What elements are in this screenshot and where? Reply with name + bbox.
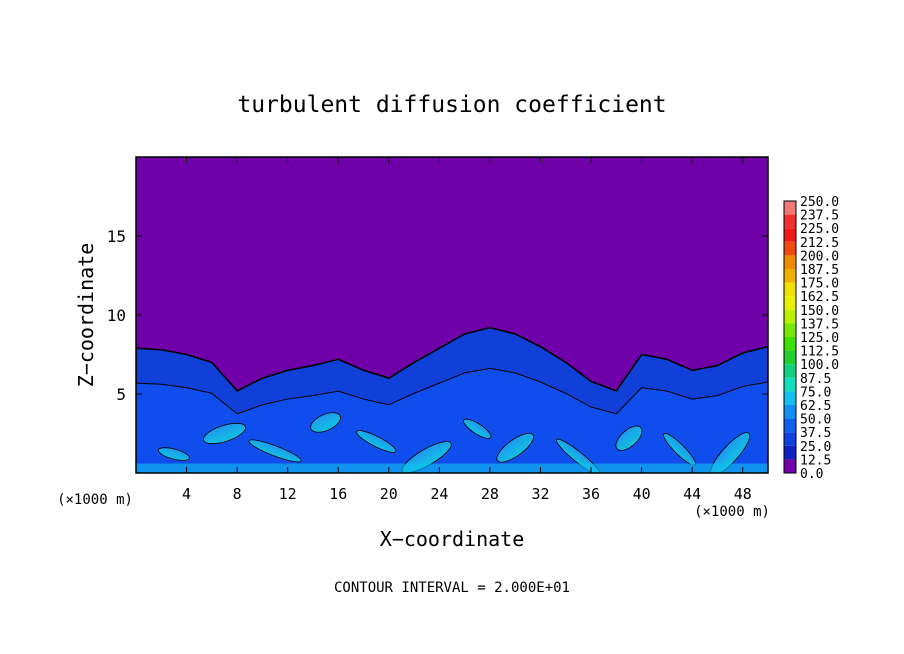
- contour-band: [136, 367, 768, 473]
- colorbar-level-label: 50.0: [800, 413, 831, 428]
- eddy-streak: [248, 439, 302, 463]
- x-axis: 4 8 12 16 20 24 28 32 36 40 44 48: [182, 157, 752, 503]
- y-tick-label: 5: [116, 385, 126, 404]
- colorbar-level-label: 25.0: [800, 440, 831, 455]
- colorbar-swatch: [784, 241, 796, 256]
- colorbar-swatch: [784, 228, 796, 242]
- colorbar-swatch: [784, 255, 796, 269]
- colorbar-level-label: 237.5: [800, 209, 839, 224]
- x-unit-right: (×1000 m): [694, 504, 770, 520]
- colorbar-level-label: 75.0: [800, 385, 831, 400]
- colorbar-level-label: 162.5: [800, 290, 839, 305]
- eddy-streak: [203, 422, 246, 445]
- y-tick-label: 10: [107, 306, 126, 325]
- colorbar-swatch: [784, 282, 796, 297]
- colorbar-level-label: 212.5: [800, 236, 839, 251]
- x-tick-label: 16: [329, 485, 347, 503]
- colorbar-level-label: 87.5: [800, 372, 831, 387]
- x-tick-label: 44: [683, 485, 701, 503]
- x-tick-label: 48: [734, 485, 752, 503]
- colorbar-swatch: [784, 405, 796, 419]
- colorbar-swatch: [784, 296, 796, 310]
- colorbar-swatch: [784, 323, 796, 337]
- colorbar-level-label: 125.0: [800, 331, 839, 346]
- colorbar-level-label: 187.5: [800, 263, 839, 278]
- eddy-streak: [615, 425, 643, 451]
- x-axis-label: X−coordinate: [380, 527, 525, 551]
- x-tick-label: 8: [233, 485, 242, 503]
- x-tick-label: 12: [279, 485, 297, 503]
- colorbar-frame: [783, 200, 797, 474]
- colorbar-level-label: 100.0: [800, 358, 839, 373]
- colorbar-level-label: 150.0: [800, 304, 839, 319]
- colorbar-level-label: 0.0: [800, 467, 823, 482]
- x-tick-label: 20: [380, 485, 398, 503]
- eddy-streak: [496, 432, 535, 463]
- eddy-streak: [463, 418, 492, 439]
- eddy-streak: [356, 430, 397, 453]
- colorbar-level-label: 62.5: [800, 399, 831, 414]
- x-tick-label: 24: [430, 485, 448, 503]
- y-axis-label: Z−coordinate: [74, 243, 98, 388]
- colorbar-swatch: [784, 418, 796, 433]
- colorbar-swatch: [784, 377, 796, 392]
- x-tick-label: 4: [182, 485, 191, 503]
- colorbar-swatch: [784, 337, 796, 351]
- colorbar-level-label: 175.0: [800, 277, 839, 292]
- colorbar-level-label: 112.5: [800, 345, 839, 360]
- colorbar-level-label: 12.5: [800, 453, 831, 468]
- colorbar-swatch: [784, 201, 796, 215]
- colorbar-swatch: [784, 214, 796, 229]
- turbulent-field: [136, 326, 768, 473]
- surface-band: [136, 463, 768, 473]
- colorbar-swatch: [784, 269, 796, 283]
- y-axis: 5 10 15: [107, 227, 768, 404]
- eddy-streak: [158, 447, 190, 461]
- colorbar-swatch: [784, 309, 796, 324]
- colorbar-level-label: 225.0: [800, 222, 839, 237]
- colorbar-level-label: 137.5: [800, 317, 839, 332]
- colorbar-swatch: [784, 391, 796, 405]
- colorbar-swatch-base: [784, 459, 796, 473]
- contour-interval-note: CONTOUR INTERVAL = 2.000E+01: [334, 580, 570, 596]
- chart-title: turbulent diffusion coefficient: [237, 92, 666, 118]
- colorbar-swatch: [784, 445, 796, 460]
- colorbar-level-label: 250.0: [800, 195, 839, 210]
- colorbar-level-label: 37.5: [800, 426, 831, 441]
- colorbar-swatch: [784, 432, 796, 446]
- x-tick-label: 36: [582, 485, 600, 503]
- x-tick-label: 32: [531, 485, 549, 503]
- plot-area: [136, 157, 768, 473]
- eddy-streak: [310, 412, 341, 433]
- x-tick-label: 28: [481, 485, 499, 503]
- colorbar-swatch: [784, 350, 796, 365]
- colorbar-level-label: 200.0: [800, 249, 839, 264]
- y-tick-label: 15: [107, 227, 126, 246]
- x-unit-left: (×1000 m): [57, 492, 133, 508]
- colorbar: 250.0237.5225.0212.5200.0187.5175.0162.5…: [783, 195, 839, 482]
- x-tick-label: 40: [633, 485, 651, 503]
- colorbar-swatch: [784, 364, 796, 378]
